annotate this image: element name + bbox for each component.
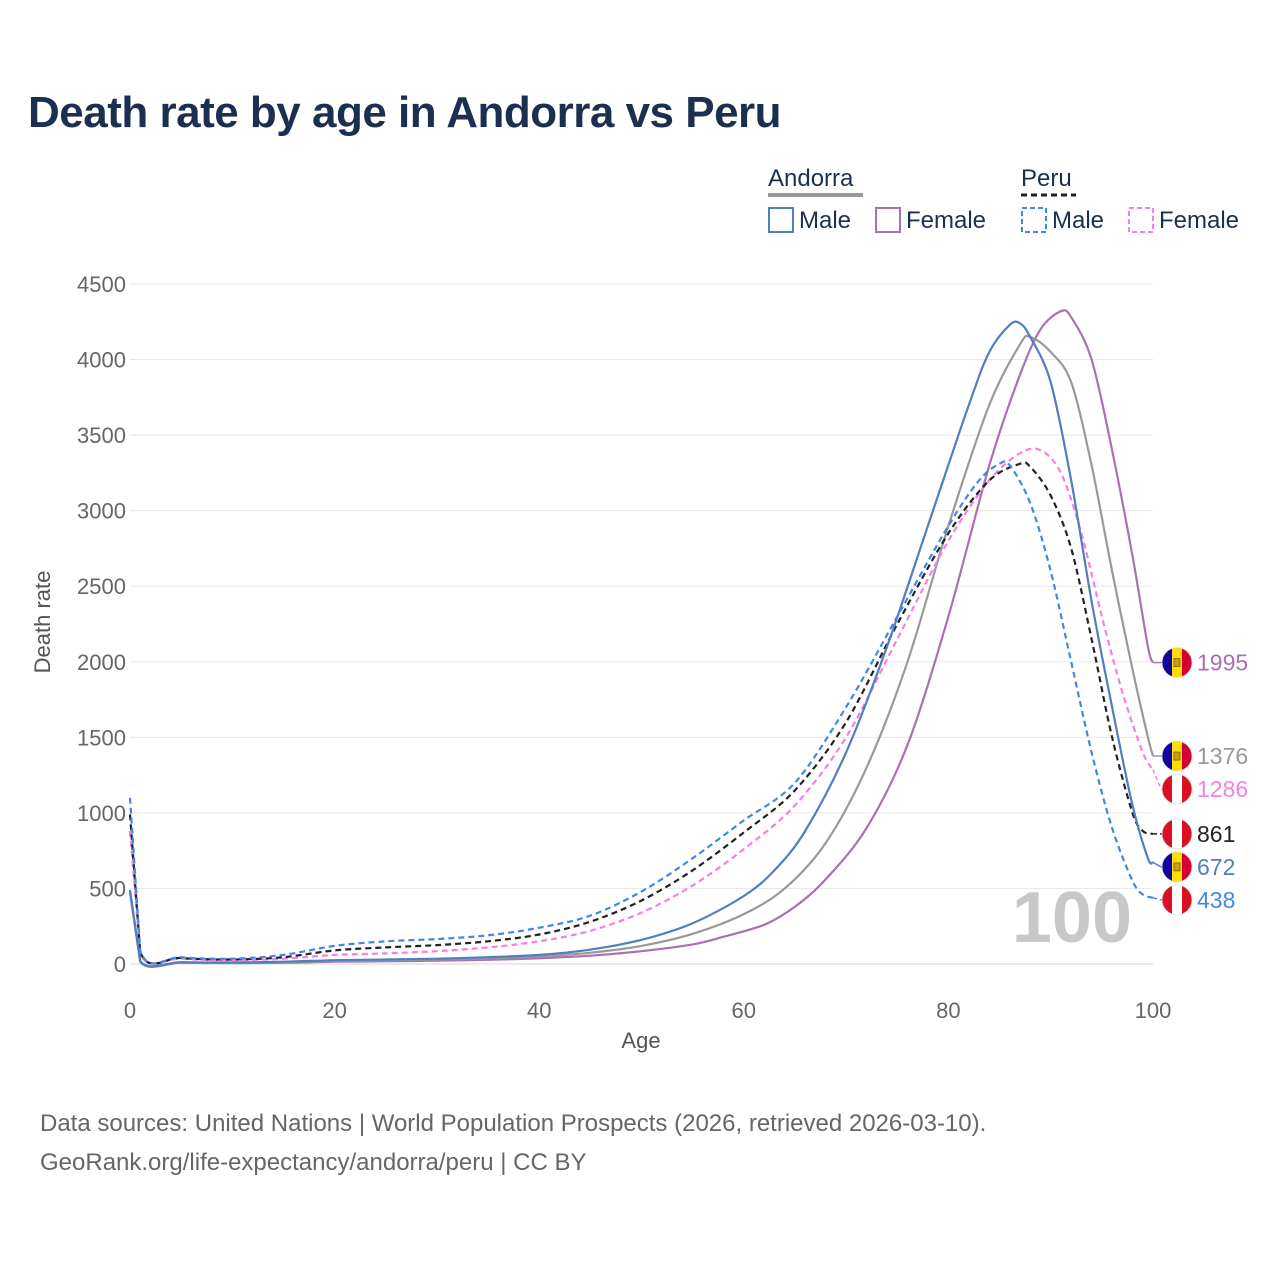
end-label-andorra-male: 672: [1197, 854, 1235, 880]
x-tick-label: 0: [124, 998, 136, 1023]
legend-group-andorra: Andorra: [768, 165, 854, 192]
y-tick-label: 1500: [77, 725, 126, 750]
x-tick-label: 60: [732, 998, 756, 1023]
legend-swatch-peru-female: [1128, 207, 1154, 233]
x-tick-label: 40: [527, 998, 551, 1023]
flag-clip-group: [1162, 884, 1192, 915]
legend-swatch-andorra-female: [875, 207, 901, 233]
andorra-flag-icon: [1161, 740, 1193, 772]
y-tick-label: 3000: [77, 499, 126, 524]
series-line-peru-male: [128, 460, 1154, 965]
flag-stripe-white: [1172, 774, 1182, 805]
y-tick-label: 1000: [77, 801, 126, 826]
peru-flag-icon: [1161, 773, 1193, 805]
legend-swatch-andorra-male: [768, 207, 794, 233]
andorra-flag-icon: [1161, 851, 1193, 883]
flag-stripe-red: [1182, 741, 1192, 772]
flag-clip-group: [1162, 647, 1192, 678]
peru-flag-icon: [1161, 884, 1193, 916]
series-lines: [128, 309, 1155, 969]
flag-stripe-white: [1172, 818, 1182, 849]
legend: Andorra Peru Male Female Male Female: [768, 165, 1239, 234]
source-line-1: Data sources: United Nations | World Pop…: [40, 1110, 987, 1137]
x-axis-ticks: 0 20 40 60 80 100: [124, 998, 1171, 1023]
x-tick-label: 100: [1135, 998, 1172, 1023]
x-axis-label: Age: [621, 1028, 660, 1053]
chart-title: Death rate by age in Andorra vs Peru: [28, 88, 782, 137]
source-line-2: GeoRank.org/life-expectancy/andorra/peru…: [40, 1149, 587, 1176]
year-watermark: 100: [1012, 878, 1132, 958]
flag-outline: [1161, 818, 1193, 850]
source-note: Data sources: United Nations | World Pop…: [40, 1104, 986, 1182]
flag-stripe-blue: [1162, 851, 1172, 882]
end-connector-andorra-male: [1152, 861, 1163, 868]
end-label-andorra-female: 1995: [1197, 650, 1248, 676]
flag-outline: [1161, 773, 1193, 805]
end-labels: 1995 1376 1286 861 672 438: [1161, 647, 1248, 916]
flag-stripe-red-right: [1182, 774, 1192, 805]
end-label-andorra-total: 1376: [1197, 743, 1248, 769]
y-tick-label: 500: [89, 876, 126, 901]
flag-stripe-blue: [1162, 647, 1172, 678]
legend-label-peru-female: Female: [1159, 207, 1239, 234]
series-line-peru-total: [128, 461, 1154, 965]
flag-outline: [1161, 851, 1193, 883]
flag-stripe-white: [1172, 884, 1182, 915]
x-tick-label: 20: [322, 998, 346, 1023]
legend-swatch-peru-male: [1021, 207, 1047, 233]
end-label-peru-female: 1286: [1197, 776, 1248, 802]
end-label-peru-male: 438: [1197, 887, 1235, 913]
series-line-peru-female: [128, 447, 1154, 965]
andorra-flag-icon: [1161, 647, 1193, 678]
end-connector-peru-female: [1152, 769, 1163, 790]
flag-stripe-red-left: [1162, 818, 1172, 849]
flag-clip-group: [1162, 851, 1192, 882]
chart-svg: 0 500 1000 1500 2000 2500 3000 3500 4000 4500 0 20…: [30, 165, 1248, 1053]
series-line-andorra-female: [128, 309, 1155, 969]
y-tick-label: 2500: [77, 574, 126, 599]
flag-clip-group: [1162, 774, 1192, 805]
y-axis-ticks: 0 500 1000 1500 2000 2500 3000 3500 4000 4500: [77, 272, 126, 977]
legend-label-andorra-female: Female: [906, 207, 986, 234]
flag-stripe-red-left: [1162, 884, 1172, 915]
gridlines: [130, 283, 1153, 965]
flag-outline: [1161, 740, 1193, 772]
flag-stripe-red: [1182, 851, 1192, 882]
y-tick-label: 0: [114, 952, 126, 977]
flag-emblem: [1173, 658, 1181, 667]
legend-label-andorra-male: Male: [799, 207, 851, 234]
y-axis-label: Death rate: [30, 571, 55, 674]
y-tick-label: 3500: [77, 423, 126, 448]
x-tick-label: 80: [936, 998, 960, 1023]
flag-outline: [1161, 647, 1193, 678]
flag-outline: [1161, 884, 1193, 916]
legend-label-peru-male: Male: [1052, 207, 1104, 234]
flag-stripe-red-left: [1162, 774, 1172, 805]
end-label-peru-total: 861: [1197, 821, 1235, 847]
end-connector-peru-male: [1152, 897, 1163, 901]
flag-stripe-red-right: [1182, 884, 1192, 915]
y-tick-label: 4500: [77, 272, 126, 297]
y-tick-label: 4000: [77, 348, 126, 373]
flag-stripe-red-right: [1182, 818, 1192, 849]
flag-emblem: [1173, 862, 1181, 872]
end-connectors: [1152, 661, 1163, 901]
flag-stripe-red: [1182, 647, 1192, 678]
peru-flag-icon: [1161, 818, 1193, 850]
flag-emblem: [1173, 751, 1181, 761]
series-line-andorra-male: [128, 320, 1155, 968]
flag-stripe-blue: [1162, 741, 1172, 772]
flag-clip-group: [1162, 741, 1192, 772]
flag-clip-group: [1162, 818, 1192, 849]
y-tick-label: 2000: [77, 650, 126, 675]
legend-group-peru: Peru: [1021, 165, 1072, 192]
